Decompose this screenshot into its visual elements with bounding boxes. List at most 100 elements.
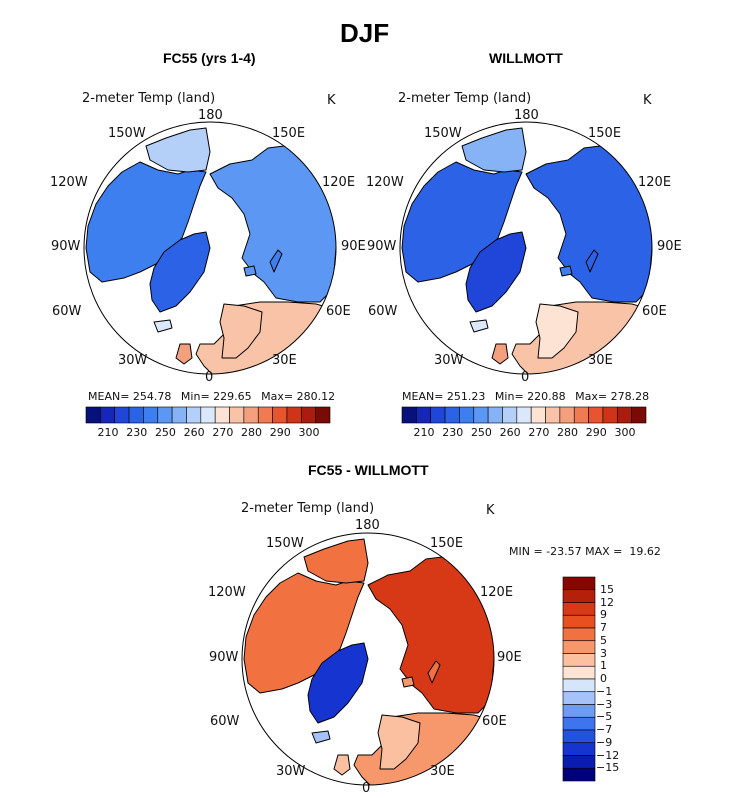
mean-label: MEAN=	[402, 390, 444, 403]
lon-label-150w: 150W	[266, 536, 304, 551]
variable-label: 2-meter Temp (land)	[398, 91, 532, 106]
colorbar-cell	[487, 406, 503, 424]
lon-label-30w: 30W	[434, 353, 464, 368]
lon-label-60w: 60W	[52, 304, 82, 319]
min-value: 220.88	[527, 390, 566, 403]
stats-min-max: MIN = -23.57 MAX = 19.62	[509, 545, 661, 558]
colorbar-tick-label: −7	[596, 723, 613, 736]
colorbar-cell	[186, 406, 202, 424]
colorbar-tick-label: 260	[183, 426, 205, 439]
colorbar-tick-label: 250	[154, 426, 176, 439]
colorbar-cell	[562, 767, 596, 782]
colorbar-tick-label: −12	[596, 748, 620, 762]
colorbar-tick-label: 210	[413, 426, 435, 439]
colorbar-cell	[562, 602, 596, 616]
colorbar-cell	[562, 589, 596, 603]
lon-label-60w: 60W	[368, 304, 398, 319]
lon-label-120w: 120W	[50, 175, 88, 190]
lon-label-120w: 120W	[366, 175, 404, 190]
colorbar-cell	[559, 406, 575, 424]
max-value: 280.12	[296, 390, 336, 403]
colorbar-cell	[214, 406, 230, 424]
land-scandinavia	[535, 303, 579, 359]
colorbar-cell	[562, 755, 596, 769]
colorbar-cell	[562, 742, 596, 756]
land-alaska	[461, 127, 527, 173]
lon-label-150e: 150E	[430, 536, 464, 551]
colorbar-difference	[562, 576, 596, 782]
land-greenland	[307, 642, 369, 724]
land-uk	[175, 343, 193, 365]
land-sval	[243, 265, 257, 277]
colorbar-cell	[171, 406, 187, 424]
lon-label-150e: 150E	[588, 126, 622, 141]
colorbar-willmott	[401, 406, 647, 424]
colorbar-cell	[562, 704, 596, 718]
mean-value: 254.78	[132, 390, 172, 403]
colorbar-tick-label: 270	[528, 426, 550, 439]
land-alaska	[145, 127, 211, 173]
lon-label-90w: 90W	[367, 239, 397, 254]
mean-value: 251.23	[446, 390, 486, 403]
panel-title-fc55: FC55 (yrs 1-4)	[163, 50, 256, 66]
stats-line: MEAN= 254.78 Min= 229.65 Max= 280.12	[88, 390, 335, 403]
land-sval	[559, 265, 573, 277]
variable-label: 2-meter Temp (land)	[241, 501, 375, 516]
units-label: K	[486, 503, 495, 518]
colorbar-tick-label: 270	[212, 426, 234, 439]
lon-label-60w: 60W	[210, 714, 240, 729]
colorbar-cell	[315, 406, 331, 424]
colorbar-cell	[401, 406, 417, 424]
land-greenland	[149, 231, 211, 313]
colorbar-cell	[562, 627, 596, 642]
polar-map-willmott	[399, 121, 653, 375]
colorbar-tick-label: −5	[596, 710, 613, 724]
colorbar-tick-label: 0	[600, 672, 607, 685]
colorbar-cell	[562, 678, 596, 693]
colorbar-tick-label: −1	[596, 684, 613, 698]
colorbar-tick-label: 280	[241, 426, 263, 439]
colorbar-cell	[286, 406, 302, 424]
lon-label-120e: 120E	[638, 175, 672, 190]
land-scandinavia	[219, 303, 263, 359]
lon-label-90w: 90W	[51, 239, 81, 254]
colorbar-cell	[562, 716, 596, 731]
colorbar-cell	[562, 665, 596, 680]
colorbar-tick-label: 210	[97, 426, 119, 439]
colorbar-cell	[257, 406, 273, 424]
colorbar-tick-label: 290	[269, 426, 291, 439]
colorbar-cell	[85, 406, 101, 424]
lon-label-60e: 60E	[482, 714, 507, 729]
colorbar-tick-label: 1	[600, 659, 607, 673]
land-uk	[491, 343, 509, 365]
land-iceland	[469, 319, 489, 333]
max-value: 278.28	[610, 390, 650, 403]
colorbar-tick-label: −15	[596, 761, 620, 775]
lon-label-30e: 30E	[588, 353, 613, 368]
map-boundary	[399, 121, 653, 375]
panel-title-difference: FC55 - WILLMOTT	[308, 462, 429, 478]
min-value: 229.65	[213, 390, 252, 403]
lon-label-120e: 120E	[480, 585, 514, 600]
min-label: Min=	[180, 390, 210, 403]
min-label: Min=	[494, 390, 524, 403]
colorbar-tick-label: 230	[442, 426, 464, 439]
colorbar-tick-label: 280	[557, 426, 579, 439]
colorbar-tick-label: 230	[126, 426, 148, 439]
lon-label-90e: 90E	[497, 650, 522, 665]
colorbar-tick-label: 7	[600, 621, 607, 634]
colorbar-cell	[444, 406, 460, 424]
lon-label-150w: 150W	[108, 126, 146, 141]
colorbar-tick-label: −9	[596, 735, 613, 749]
lon-label-0: 0	[205, 370, 214, 385]
land-greenland	[465, 231, 527, 313]
max-label: Max=	[575, 390, 608, 403]
lon-label-30e: 30E	[272, 353, 297, 368]
land-scandinavia	[377, 714, 421, 770]
colorbar-tick-label: 250	[470, 426, 492, 439]
lon-label-90w: 90W	[209, 650, 239, 665]
lon-label-0: 0	[362, 781, 371, 796]
lon-label-30e: 30E	[430, 764, 455, 779]
units-label: K	[327, 93, 336, 108]
lon-label-150e: 150E	[272, 126, 306, 141]
